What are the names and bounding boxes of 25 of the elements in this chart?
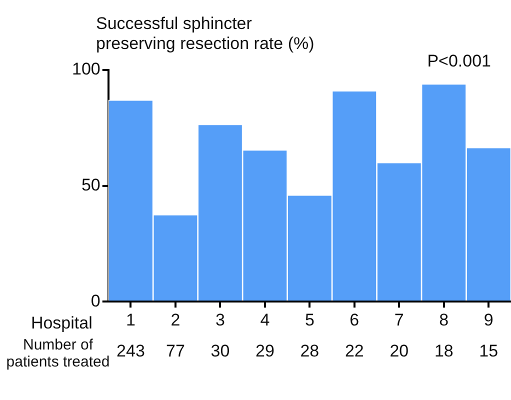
x-tick-label: 8: [439, 310, 449, 330]
text: 28: [300, 341, 320, 360]
y-tick-label: 100: [72, 60, 100, 79]
annotation: P<0.001: [427, 52, 491, 71]
x-tick-label: 9: [484, 310, 494, 330]
x-axis-title: Hospital: [30, 313, 92, 332]
x-tick-label: 6: [350, 310, 360, 330]
text: 15: [479, 341, 498, 360]
text: 243: [116, 341, 145, 360]
x-tick-label: 5: [304, 310, 314, 330]
text: 22: [344, 341, 364, 360]
x-tick-label: 4: [260, 310, 270, 330]
x-tick-label: 1: [126, 310, 136, 330]
text: Number of patients treated: [6, 336, 110, 371]
x-tick-label: 7: [394, 310, 404, 330]
y-tick-label: 50: [81, 175, 100, 194]
x-tick-label: 2: [170, 310, 180, 330]
text: 20: [390, 341, 409, 360]
text: 77: [166, 341, 185, 360]
text: 29: [255, 341, 274, 360]
x-tick-label: 3: [215, 310, 225, 330]
y-axis-title: Successful sphincter preserving resection rate (%): [96, 14, 316, 54]
y-tick-label: 0: [90, 291, 100, 310]
text: 18: [434, 341, 454, 360]
text: 30: [210, 341, 230, 360]
